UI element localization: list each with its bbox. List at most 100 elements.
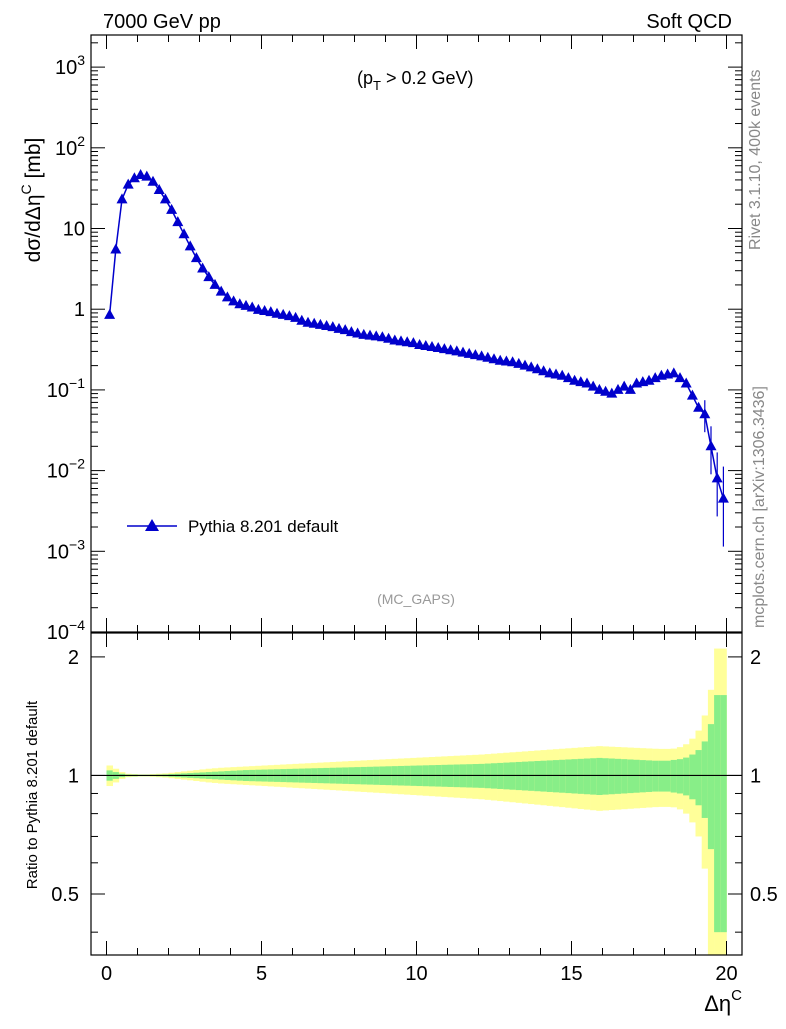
inner-band-bin <box>571 759 578 794</box>
data-point <box>333 322 345 333</box>
inner-band-bin <box>596 757 603 795</box>
data-point <box>166 203 178 214</box>
inner-band-bin <box>645 760 653 792</box>
inner-band-bin <box>540 760 547 792</box>
inner-band-bin <box>577 758 585 794</box>
data-point <box>246 301 258 312</box>
data-point <box>159 193 171 204</box>
data-point <box>141 170 153 181</box>
data-point <box>469 349 481 360</box>
data-point <box>463 347 475 358</box>
data-point <box>507 356 519 367</box>
data-point <box>221 291 233 302</box>
data-point <box>513 357 525 368</box>
data-point <box>327 321 339 332</box>
data-point <box>203 271 215 282</box>
ratio-y-axis-label: Ratio to Pythia 8.201 default <box>24 700 41 889</box>
main-ticks <box>91 35 742 633</box>
tick-exponent: −2 <box>69 456 85 472</box>
main-y-tick-label: 10−4 <box>47 617 85 644</box>
data-point <box>240 299 252 310</box>
tick-exponent: 2 <box>77 133 85 149</box>
inner-band-bin <box>701 741 709 818</box>
data-point <box>383 332 395 343</box>
ratio-x-tick-label: 20 <box>715 963 737 985</box>
data-point <box>153 184 165 195</box>
inner-band-bin <box>633 759 640 793</box>
ylabel-unit: [mb] <box>22 138 45 185</box>
inner-band-bin <box>664 760 671 792</box>
data-point <box>693 401 705 412</box>
data-point <box>116 193 128 204</box>
main-y-tick-label: 10−3 <box>47 536 85 563</box>
pt-annotation-a: (p <box>357 68 373 88</box>
data-point <box>717 492 729 503</box>
legend-label: Pythia 8.201 default <box>188 517 339 536</box>
inner-band-bin <box>583 758 591 795</box>
inner-band-bin <box>552 760 560 793</box>
data-point <box>122 178 134 189</box>
xlabel-sup: C <box>731 987 742 1004</box>
data-point <box>488 353 500 364</box>
inner-band-bin <box>614 758 622 794</box>
inner-band-bin <box>639 760 647 793</box>
data-point <box>519 359 531 370</box>
ratio-y-tick-label-left: 2 <box>68 647 79 669</box>
data-point <box>531 363 543 374</box>
tick-base: 10 <box>47 380 69 402</box>
inner-band-bin <box>707 724 715 850</box>
data-point <box>686 389 698 400</box>
data-point <box>624 383 636 394</box>
data-point <box>562 372 574 383</box>
data-point <box>197 262 209 273</box>
ylabel-sup: C <box>18 184 34 194</box>
inner-band-bin <box>521 761 529 791</box>
data-point <box>575 376 587 387</box>
ratio-y-tick-label-right: 1 <box>750 765 761 787</box>
tick-base: 10 <box>47 622 69 644</box>
data-point <box>110 243 122 254</box>
tick-exponent: 3 <box>77 52 85 68</box>
data-point <box>606 387 618 398</box>
data-point <box>339 324 351 335</box>
data-point <box>457 346 469 357</box>
data-point <box>290 311 302 322</box>
data-point <box>556 369 568 380</box>
xlabel-main: Δη <box>704 991 731 1016</box>
tick-base: 10 <box>55 138 77 160</box>
inner-band-bin <box>695 750 702 806</box>
inner-band-bin <box>683 757 690 796</box>
main-series <box>104 169 729 547</box>
main-y-axis-label: dσ/dΔηC [mb] <box>18 138 45 263</box>
inner-band-bin <box>528 761 535 791</box>
rivet-version-label: Rivet 3.1.10, 400k events <box>747 69 764 250</box>
inner-band-bin <box>546 760 554 792</box>
data-point <box>128 172 140 183</box>
pt-cut-annotation: (pT > 0.2 GeV) <box>357 68 474 93</box>
data-point <box>228 295 240 306</box>
inner-band-bin <box>658 760 665 792</box>
inner-band-bin <box>676 759 684 794</box>
data-point <box>668 367 680 378</box>
tick-exponent: −3 <box>69 536 85 552</box>
data-point <box>376 331 388 342</box>
data-point <box>699 408 711 419</box>
main-y-tick-label: 10−1 <box>47 375 85 402</box>
data-point <box>600 385 612 396</box>
data-point <box>643 374 655 385</box>
energy-label: 7000 GeV pp <box>103 11 221 33</box>
ratio-y-tick-label-right: 2 <box>750 647 761 669</box>
main-y-tick-label: 103 <box>55 52 85 79</box>
x-axis-label: ΔηC <box>704 987 742 1016</box>
data-point <box>587 380 599 391</box>
data-point <box>612 383 624 394</box>
data-point <box>345 326 357 337</box>
data-point <box>184 240 196 251</box>
mcplots-reference-label: mcplots.cern.ch [arXiv:1306.3436] <box>751 386 768 628</box>
data-point <box>618 380 630 391</box>
ratio-y-tick-label-left: 1 <box>68 765 79 787</box>
tick-exponent: −1 <box>69 375 85 391</box>
data-point <box>190 252 202 263</box>
